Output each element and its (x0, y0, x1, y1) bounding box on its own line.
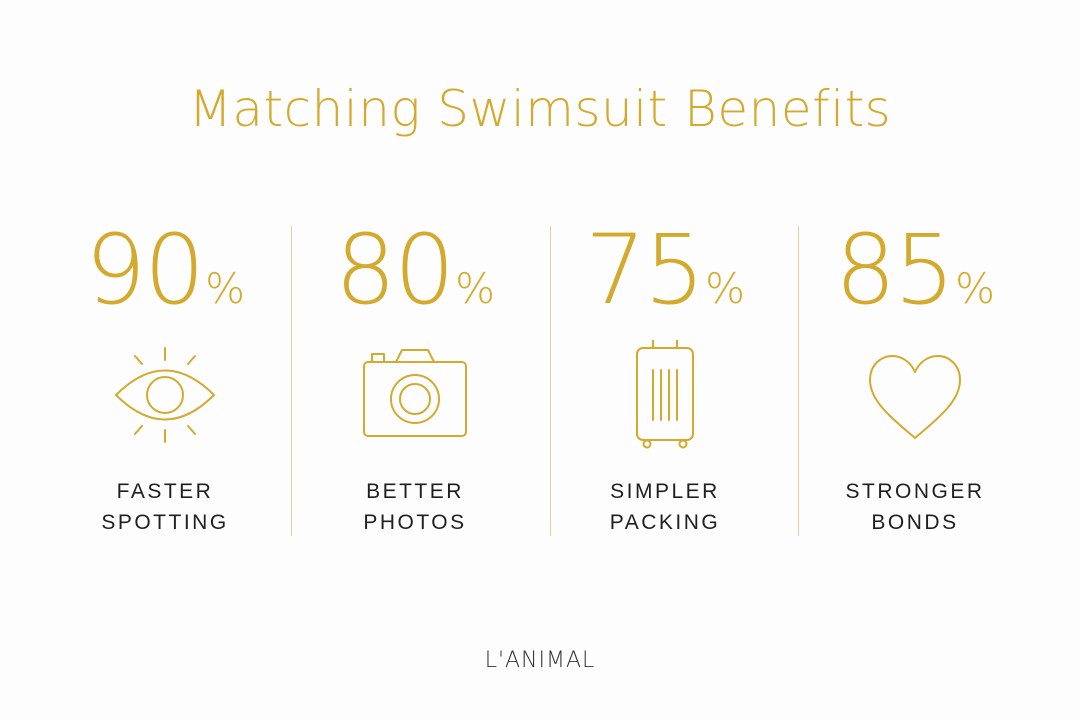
stat-better-photos: 80% BETTER PHOTOS (290, 222, 540, 537)
stat-figure: 90% (40, 222, 290, 318)
stat-label-line1: FASTER (116, 480, 214, 503)
divider (291, 226, 292, 536)
suitcase-icon (610, 340, 720, 450)
divider (550, 226, 551, 536)
stat-label: BETTER PHOTOS (290, 476, 540, 538)
stat-figure: 80% (290, 222, 540, 318)
stat-value: 80 (334, 214, 455, 326)
stat-label-line2: PACKING (609, 511, 721, 534)
eye-icon (110, 340, 220, 450)
stat-simpler-packing: 75% SIMPLER PACKING (540, 222, 790, 537)
stat-unit: % (955, 264, 996, 313)
stat-label-line2: BONDS (871, 511, 959, 534)
stat-label-line1: SIMPLER (610, 480, 720, 503)
stat-unit: % (205, 264, 246, 313)
stat-label: STRONGER BONDS (790, 476, 1040, 538)
stat-figure: 85% (790, 222, 1040, 318)
stat-label-line2: PHOTOS (363, 511, 467, 534)
stat-unit: % (705, 264, 746, 313)
divider (798, 226, 799, 536)
stat-stronger-bonds: 85% STRONGER BONDS (790, 222, 1040, 537)
stat-label: SIMPLER PACKING (540, 476, 790, 538)
stat-label-line1: STRONGER (845, 480, 985, 503)
stats-row: 90% FASTER SPOTTING (40, 222, 1040, 537)
stat-unit: % (455, 264, 496, 313)
stat-figure: 75% (540, 222, 790, 318)
stat-label-line2: SPOTTING (101, 511, 229, 534)
stat-value: 85 (834, 214, 955, 326)
stat-value: 90 (84, 214, 205, 326)
heart-icon (860, 340, 970, 450)
stat-label-line1: BETTER (366, 480, 464, 503)
brand-logo: L'ANIMAL (484, 648, 596, 673)
stat-value: 75 (584, 214, 705, 326)
camera-icon (360, 340, 470, 450)
stat-faster-spotting: 90% FASTER SPOTTING (40, 222, 290, 537)
stat-label: FASTER SPOTTING (40, 476, 290, 538)
page-title: Matching Swimsuit Benefits (188, 80, 892, 138)
